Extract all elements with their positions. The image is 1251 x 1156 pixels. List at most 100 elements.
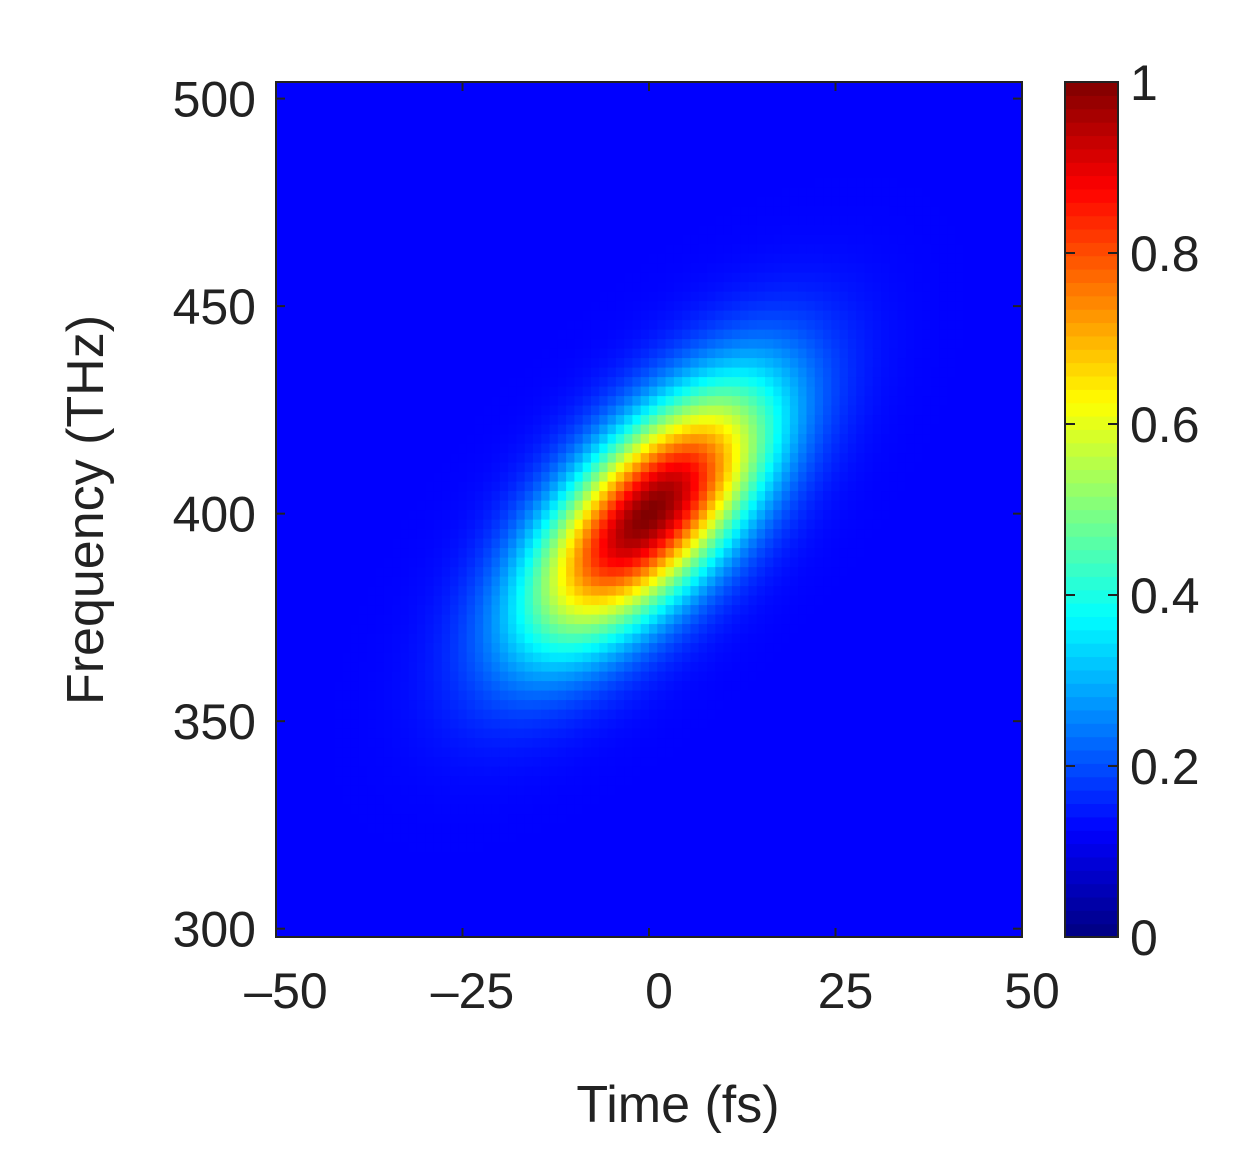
heatmap-cell xyxy=(607,747,617,758)
heatmap-cell xyxy=(524,604,534,615)
heatmap-cell xyxy=(383,490,393,501)
heatmap-cell xyxy=(342,604,352,615)
heatmap-cell xyxy=(707,908,716,919)
heatmap-cell xyxy=(590,547,600,558)
heatmap-cell xyxy=(300,756,310,767)
heatmap-cell xyxy=(400,842,410,853)
heatmap-cell xyxy=(657,728,667,739)
heatmap-cell xyxy=(425,595,435,606)
heatmap-cell xyxy=(657,747,667,758)
heatmap-cell xyxy=(516,908,526,919)
heatmap-cell xyxy=(450,861,459,872)
heatmap-cell xyxy=(392,338,401,349)
heatmap-cell xyxy=(499,376,509,387)
heatmap-cell xyxy=(425,443,435,454)
heatmap-cell xyxy=(441,927,451,938)
heatmap-cell xyxy=(723,775,733,786)
heatmap-cell xyxy=(582,139,592,150)
heatmap-cell xyxy=(665,110,675,121)
heatmap-cell xyxy=(574,709,584,720)
heatmap-cell xyxy=(682,927,692,938)
heatmap-cell xyxy=(624,547,634,558)
heatmap-cell xyxy=(300,452,310,463)
heatmap-cell xyxy=(682,167,692,178)
heatmap-cell xyxy=(731,718,741,729)
heatmap-cell xyxy=(582,889,592,900)
heatmap-cell xyxy=(673,538,683,549)
heatmap-cell xyxy=(491,699,501,710)
heatmap-cell xyxy=(325,519,335,530)
heatmap-cell xyxy=(715,652,725,663)
heatmap-cell xyxy=(375,633,385,644)
heatmap-cell xyxy=(541,576,551,587)
heatmap-cell xyxy=(300,101,310,112)
heatmap-cell xyxy=(557,519,567,530)
heatmap-cell xyxy=(549,927,559,938)
heatmap-cell xyxy=(317,500,327,511)
heatmap-cell xyxy=(516,471,526,482)
heatmap-cell xyxy=(698,509,708,520)
heatmap-cell xyxy=(731,908,741,919)
heatmap-cell xyxy=(450,528,459,539)
heatmap-cell xyxy=(458,851,468,862)
heatmap-cell xyxy=(715,395,725,406)
heatmap-cell xyxy=(491,538,501,549)
heatmap-cell xyxy=(334,785,343,796)
heatmap-cell xyxy=(532,851,542,862)
heatmap-cell xyxy=(532,509,542,520)
heatmap-cell xyxy=(325,205,335,216)
heatmap-cell xyxy=(582,680,592,691)
heatmap-cell xyxy=(408,927,418,938)
heatmap-cell xyxy=(375,509,385,520)
heatmap-cell xyxy=(367,680,377,691)
heatmap-cell xyxy=(574,756,584,767)
heatmap-cell xyxy=(682,785,692,796)
heatmap-cell xyxy=(574,177,584,188)
heatmap-cell xyxy=(317,120,327,131)
heatmap-cell xyxy=(325,433,335,444)
heatmap-cell xyxy=(615,243,625,254)
heatmap-cell xyxy=(292,462,302,473)
heatmap-cell xyxy=(682,272,692,283)
heatmap-cell xyxy=(309,462,319,473)
heatmap-cell xyxy=(640,766,650,777)
heatmap-cell xyxy=(657,519,667,530)
heatmap-cell xyxy=(524,253,534,264)
heatmap-cell xyxy=(690,519,700,530)
heatmap-cell xyxy=(615,680,625,691)
heatmap-cell xyxy=(682,680,692,691)
heatmap-cell xyxy=(549,215,559,226)
heatmap-cell xyxy=(334,747,343,758)
heatmap-cell xyxy=(508,129,517,140)
heatmap-cell xyxy=(483,918,493,929)
heatmap-cell xyxy=(566,424,575,435)
heatmap-cell xyxy=(607,329,617,340)
heatmap-cell xyxy=(400,167,410,178)
heatmap-cell xyxy=(665,557,675,568)
heatmap-cell xyxy=(682,709,692,720)
heatmap-cell xyxy=(516,614,526,625)
heatmap-cell xyxy=(682,528,692,539)
heatmap-cell xyxy=(466,215,476,226)
heatmap-cell xyxy=(450,652,459,663)
heatmap-cell xyxy=(698,709,708,720)
heatmap-cell xyxy=(508,709,517,720)
heatmap-cell xyxy=(441,300,451,311)
heatmap-cell xyxy=(392,832,401,843)
heatmap-cell xyxy=(358,462,368,473)
heatmap-cell xyxy=(590,481,600,492)
heatmap-cell xyxy=(317,842,327,853)
heatmap-cell xyxy=(416,129,426,140)
heatmap-cell xyxy=(483,186,493,197)
heatmap-cell xyxy=(690,557,700,568)
heatmap-cell xyxy=(682,880,692,891)
heatmap-cell xyxy=(425,880,435,891)
heatmap-cell xyxy=(649,186,658,197)
heatmap-cell xyxy=(566,785,575,796)
heatmap-cell xyxy=(557,148,567,159)
heatmap-cell xyxy=(508,424,517,435)
heatmap-cell xyxy=(433,908,443,919)
heatmap-cell xyxy=(317,224,327,235)
heatmap-cell xyxy=(334,604,343,615)
heatmap-cell xyxy=(673,709,683,720)
